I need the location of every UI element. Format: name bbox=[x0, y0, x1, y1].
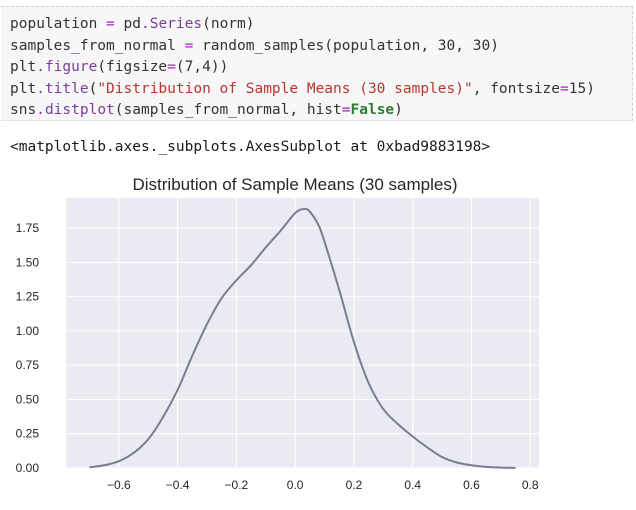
x-tick-labels: −0.6 −0.4 −0.2 0.0 0.2 0.4 0.6 0.8 bbox=[107, 478, 539, 492]
code-token: 30 bbox=[437, 37, 456, 54]
code-token: = bbox=[106, 16, 115, 32]
code-token: population bbox=[10, 16, 98, 32]
code-token: . bbox=[140, 16, 150, 32]
code-token: samples_from_normal bbox=[10, 37, 176, 54]
code-token bbox=[97, 16, 106, 32]
code-token: distplot bbox=[44, 102, 115, 118]
y-tick-label: 1.00 bbox=[16, 324, 40, 338]
y-tick-label: 0.00 bbox=[16, 461, 40, 475]
x-tick-label: 0.6 bbox=[463, 478, 480, 492]
y-tick-label: 0.75 bbox=[16, 358, 40, 372]
code-token: (samples_from_normal, hist bbox=[114, 102, 342, 118]
y-tick-label: 1.75 bbox=[16, 221, 40, 235]
code-token: figure bbox=[44, 59, 98, 75]
code-token: , fontsize bbox=[472, 80, 561, 97]
x-tick-label: −0.4 bbox=[166, 478, 190, 492]
code-token: False bbox=[350, 102, 395, 118]
y-tick-label: 1.25 bbox=[16, 290, 40, 304]
code-token: ) bbox=[490, 37, 499, 54]
code-token: random_samples(population, bbox=[193, 37, 438, 54]
kde-chart: 0.000.250.500.751.001.251.501.75 −0.6 −0.… bbox=[16, 175, 539, 492]
code-token: (figsize bbox=[97, 59, 168, 75]
code-line: plt.figure(figsize=(7,4)) bbox=[10, 57, 595, 79]
code-token: "Distribution of Sample Means (30 sample… bbox=[97, 80, 473, 97]
code-cell[interactable]: population = pd.Series(norm) samples_from… bbox=[1, 6, 633, 121]
code-line: samples_from_normal = random_samples(pop… bbox=[10, 36, 595, 58]
code-token: pd bbox=[114, 16, 141, 32]
cell-output: <matplotlib.axes._subplots.AxesSubplot a… bbox=[10, 139, 491, 155]
code-token: ( bbox=[88, 80, 98, 97]
code-token: )) bbox=[210, 59, 229, 75]
code-token: = bbox=[560, 80, 569, 97]
y-tick-labels: 0.00 0.25 0.50 0.75 1.00 1.25 1.50 1.75 bbox=[16, 221, 40, 475]
code-token: (norm) bbox=[202, 16, 255, 32]
chart-title: Distribution of Sample Means (30 samples… bbox=[132, 175, 457, 194]
code-token: ) bbox=[586, 80, 595, 97]
code-token: ) bbox=[394, 102, 403, 118]
code-token: Series bbox=[149, 16, 203, 32]
x-tick-label: −0.6 bbox=[107, 478, 131, 492]
code-token bbox=[176, 38, 185, 54]
code-token: = bbox=[167, 59, 176, 75]
code-token: plt bbox=[10, 59, 37, 75]
code-token: = bbox=[341, 102, 351, 118]
code-token: plt bbox=[10, 80, 37, 97]
x-tick-label: 0.4 bbox=[404, 478, 421, 492]
y-tick-label: 0.25 bbox=[16, 427, 40, 441]
code-token: . bbox=[36, 59, 45, 75]
code-token: . bbox=[36, 102, 45, 118]
figure: 0.00 0.25 0.50 0.75 1.00 1.25 1.50 1.75 −0.6 −0.… bbox=[0, 166, 636, 506]
x-tick-label: −0.2 bbox=[225, 478, 249, 492]
code-token: 30 bbox=[472, 37, 491, 54]
code-editor[interactable]: population = pd.Series(norm) samples_from… bbox=[10, 14, 595, 122]
code-token: 4 bbox=[202, 59, 211, 75]
code-token: title bbox=[44, 80, 89, 97]
y-tick-label: 1.50 bbox=[16, 255, 40, 269]
code-token: 15 bbox=[568, 80, 587, 97]
grid bbox=[66, 198, 539, 469]
kde-line bbox=[89, 207, 516, 469]
code-line: plt.title("Distribution of Sample Means … bbox=[10, 79, 595, 101]
code-token: . bbox=[36, 80, 45, 97]
code-token: ( bbox=[175, 59, 185, 75]
y-tick-label: 0.50 bbox=[16, 392, 40, 406]
code-line: sns.distplot(samples_from_normal, hist=F… bbox=[10, 100, 595, 122]
x-tick-label: 0.0 bbox=[287, 478, 304, 492]
x-tick-label: 0.2 bbox=[346, 478, 363, 492]
code-token: , bbox=[455, 37, 473, 54]
x-tick-label: 0.8 bbox=[522, 478, 539, 492]
code-token: , bbox=[193, 59, 203, 75]
code-line: population = pd.Series(norm) bbox=[10, 14, 595, 36]
plot-area bbox=[66, 198, 539, 468]
code-token: sns bbox=[10, 102, 37, 118]
code-token: 7 bbox=[184, 59, 194, 75]
code-token: = bbox=[184, 37, 194, 54]
